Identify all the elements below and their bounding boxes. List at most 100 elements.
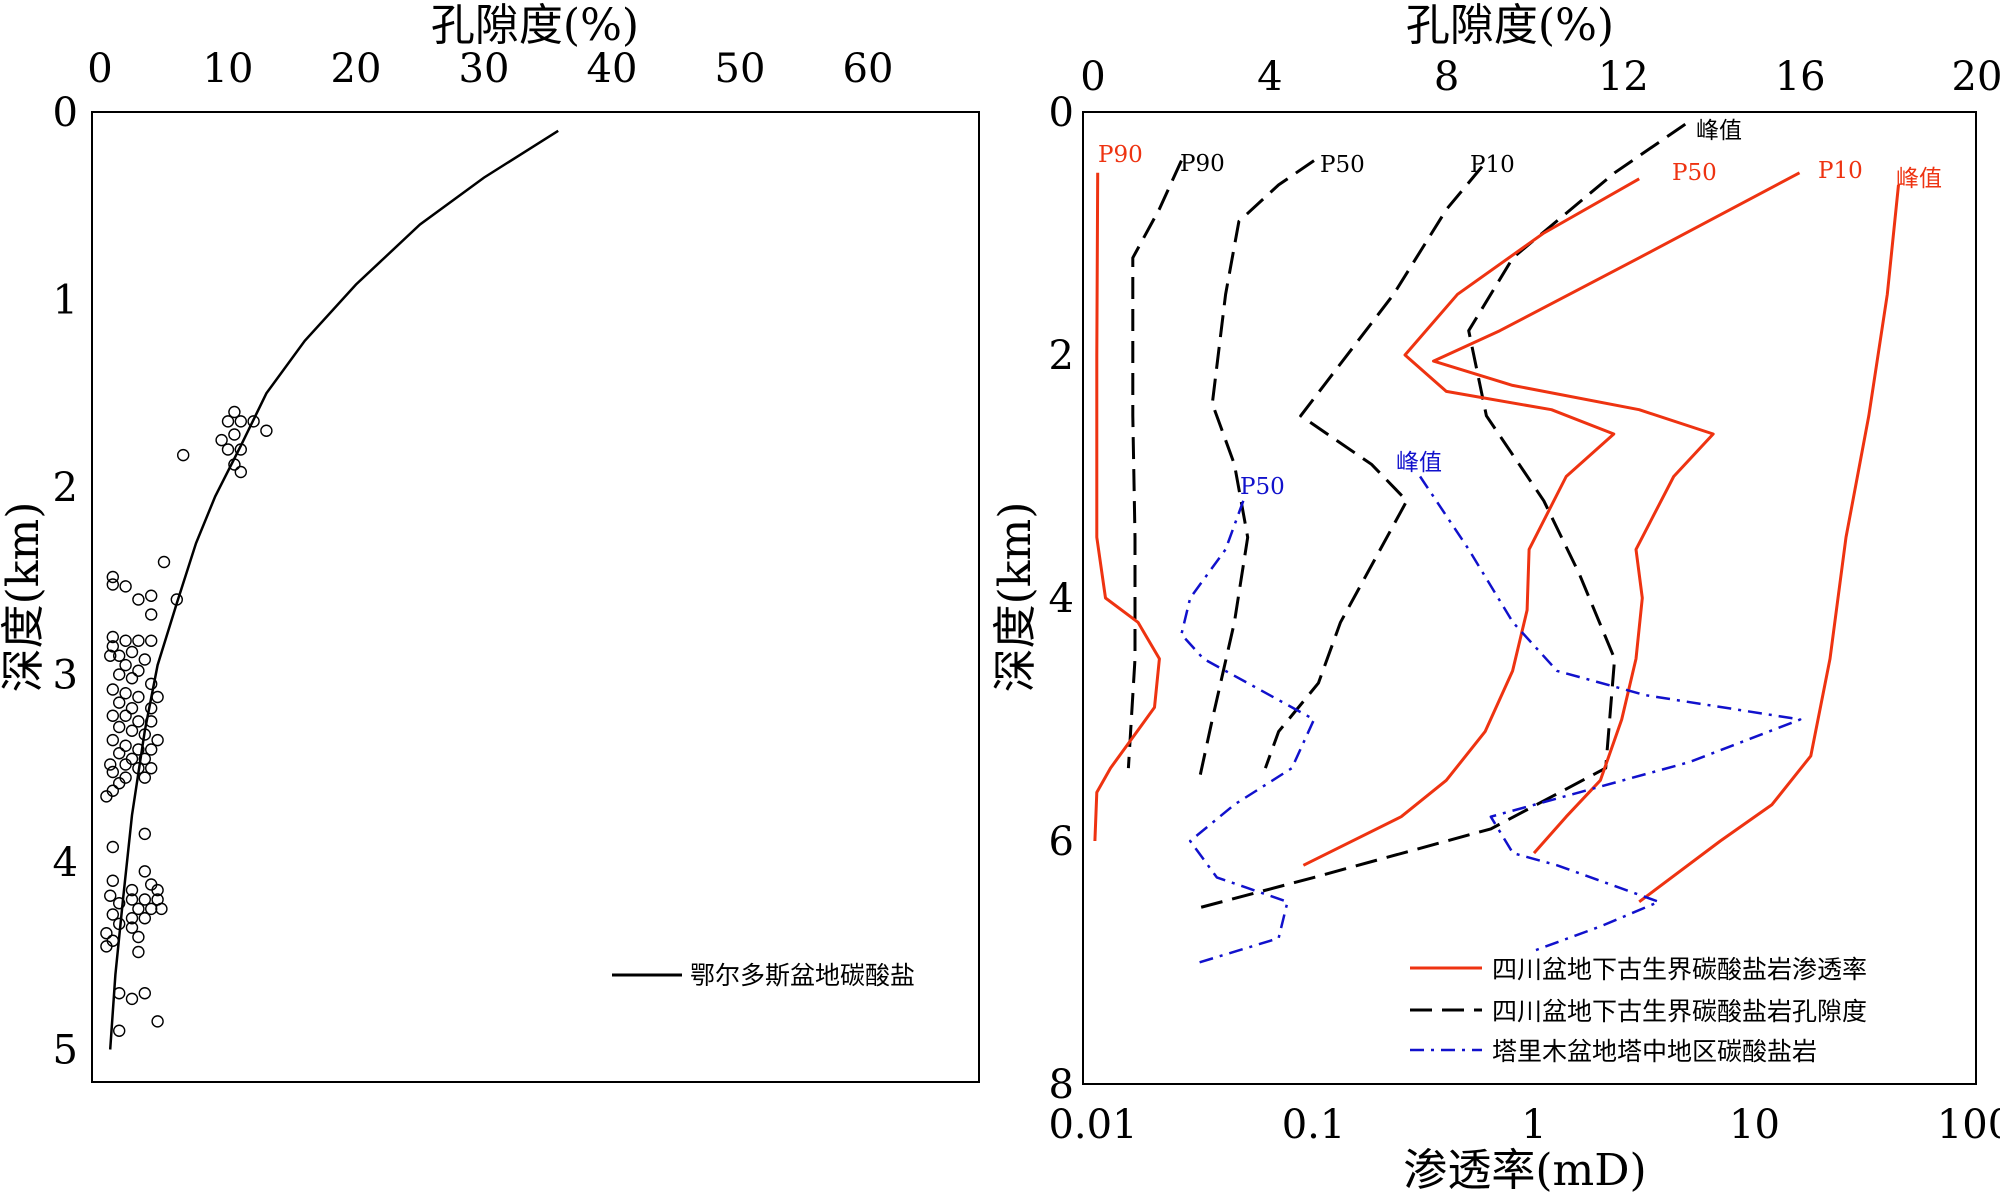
scatter-point (106, 630, 120, 644)
series-line-permeability-peak (1638, 184, 1900, 904)
legend-label-permeability: 四川盆地下古生界碳酸盐岩渗透率 (1492, 955, 1867, 984)
right-x-top-tick-label: 4 (1257, 54, 1282, 100)
left-y-tick-label: 3 (53, 653, 78, 699)
scatter-point (138, 912, 152, 925)
left-scatter-points (100, 405, 273, 1037)
scatter-point (125, 702, 139, 715)
scatter-point (132, 690, 145, 704)
series-line-porosity-peak (1198, 122, 1687, 910)
scatter-point (106, 578, 120, 591)
scatter-point (119, 580, 132, 593)
series-line-permeability-p90 (1093, 172, 1161, 842)
scatter-point (247, 415, 260, 428)
left-x-tick-label: 0 (87, 46, 112, 92)
scatter-point (106, 908, 120, 921)
series-line-permeability-p50 (1302, 177, 1640, 867)
scatter-point (132, 902, 145, 916)
left-x-tick-label: 10 (203, 46, 254, 92)
scatter-point (155, 902, 168, 916)
scatter-point (144, 608, 158, 621)
scatter-point (106, 570, 120, 584)
right-x-bottom-tick-label: 1 (1521, 1102, 1546, 1148)
scatter-point (106, 765, 120, 779)
scatter-point (112, 668, 126, 681)
scatter-point (132, 945, 145, 959)
scatter-point (106, 874, 120, 887)
right-x-bottom-tick-label: 0.1 (1282, 1102, 1346, 1148)
series-line-porosity-p10 (1263, 165, 1484, 769)
right-x-top-tick-label: 20 (1952, 54, 2000, 100)
series-line-porosity-p50 (1197, 159, 1315, 781)
right-bottom-axis-title: 渗透率(mD) (1403, 1145, 1646, 1196)
scatter-point (132, 715, 145, 728)
scatter-point (138, 987, 152, 1000)
scatter-point (119, 634, 132, 647)
right-y-axis-title: 深度(km) (990, 502, 1041, 693)
scatter-point (132, 593, 145, 606)
scatter-point (106, 840, 120, 854)
scatter-point (100, 790, 113, 803)
series-line-tarim-p50 (1180, 500, 1316, 964)
scatter-point (215, 433, 228, 447)
right-y-tick-label: 2 (1049, 333, 1074, 379)
scatter-point (132, 743, 145, 756)
scatter-point (125, 893, 139, 906)
left-x-tick-label: 40 (587, 46, 638, 92)
right-x-bottom-tick-label: 10 (1729, 1102, 1780, 1148)
right-series-lines (1093, 122, 1900, 964)
right-plot-frame (1082, 111, 1977, 1085)
scatter-point (125, 912, 139, 925)
curve-label: P90 (1180, 151, 1225, 177)
scatter-point (157, 555, 171, 569)
scatter-point (144, 902, 158, 916)
right-y-tick-label: 6 (1049, 819, 1074, 865)
scatter-point (104, 649, 117, 662)
scatter-point (138, 771, 152, 784)
left-x-tick-label: 60 (843, 46, 894, 92)
scatter-point (138, 827, 152, 841)
scatter-point (138, 653, 152, 666)
scatter-point (119, 658, 132, 672)
curve-label: P50 (1320, 152, 1365, 178)
right-x-bottom-ticks: 0.01 0.1 1 10 100 (1048, 1102, 2000, 1148)
right-legend: 四川盆地下古生界碳酸盐岩渗透率 四川盆地下古生界碳酸盐岩孔隙度 塔里木盆地塔中地… (1410, 955, 1867, 1066)
legend-label-tarim: 塔里木盆地塔中地区碳酸盐岩 (1492, 1037, 1817, 1066)
right-x-top-tick-label: 0 (1080, 54, 1105, 100)
left-x-tick-label: 20 (331, 46, 382, 92)
right-panel: 孔隙度(%) 渗透率(mD) 深度(km) 0 4 8 12 16 20 0.01 0.1 1… (990, 0, 2000, 1196)
scatter-point (112, 777, 126, 790)
scatter-point (144, 762, 158, 775)
right-top-axis-title: 孔隙度(%) (1406, 0, 1614, 51)
right-y-tick-label: 4 (1049, 576, 1074, 622)
scatter-point (151, 883, 164, 897)
right-y-ticks: 0 2 4 6 8 (1049, 90, 1074, 1108)
left-y-tick-label: 0 (53, 90, 78, 136)
scatter-point (144, 634, 158, 647)
scatter-point (112, 1024, 126, 1037)
legend-label-porosity: 四川盆地下古生界碳酸盐岩孔隙度 (1492, 997, 1867, 1026)
scatter-point (112, 747, 126, 760)
scatter-point (106, 709, 120, 722)
left-x-tick-label: 50 (715, 46, 766, 92)
scatter-point (228, 405, 241, 419)
scatter-point (119, 758, 132, 771)
scatter-point (119, 709, 132, 722)
series-line-porosity-p90 (1126, 159, 1183, 769)
right-y-tick-label: 8 (1049, 1062, 1074, 1108)
right-x-top-ticks: 0 4 8 12 16 20 (1080, 54, 2000, 100)
right-y-tick-label: 0 (1049, 90, 1074, 136)
scatter-point (176, 448, 190, 462)
curve-label: P50 (1240, 474, 1285, 500)
scatter-point (138, 893, 152, 906)
series-line-tarim-peak (1419, 475, 1802, 952)
left-x-ticks: 0 10 20 30 40 50 60 (87, 46, 893, 92)
scatter-point (125, 921, 139, 934)
right-x-top-tick-label: 12 (1598, 54, 1649, 100)
scatter-point (260, 424, 273, 437)
scatter-point (234, 415, 248, 428)
scatter-point (144, 589, 158, 602)
curve-label: P10 (1470, 152, 1515, 178)
scatter-point (100, 940, 113, 953)
scatter-point (221, 415, 235, 428)
